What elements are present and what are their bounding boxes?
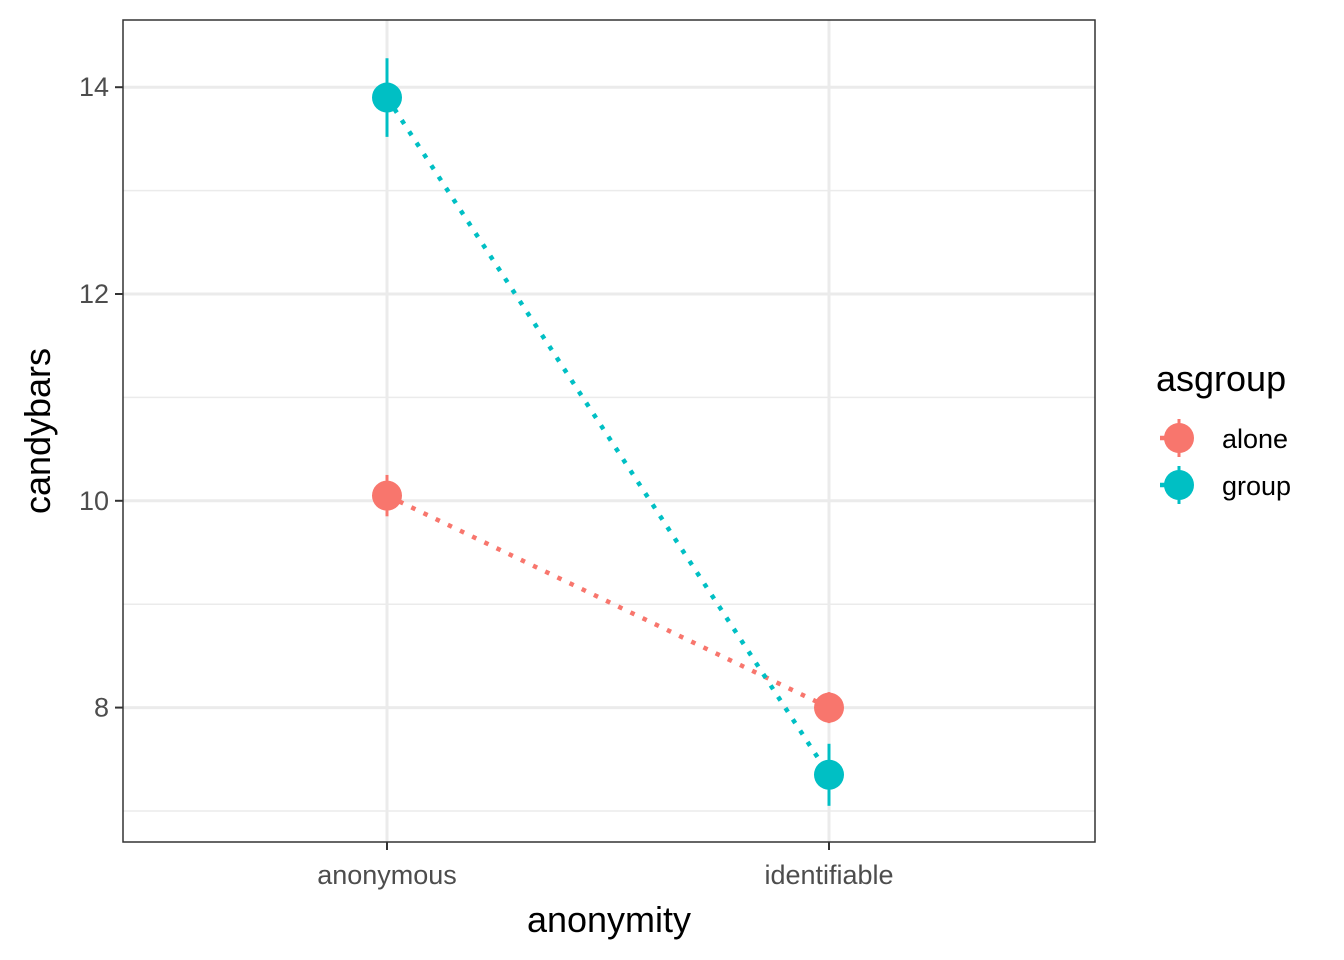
minor-gridlines <box>123 189 1095 812</box>
data-point-alone <box>372 480 402 511</box>
legend: asgroup alone group <box>1156 358 1291 504</box>
x-tick-label: anonymous <box>317 860 457 890</box>
y-tick-label: 10 <box>79 486 109 516</box>
data-point-alone <box>814 692 844 723</box>
series-line-alone <box>386 493 830 710</box>
plot-panel-background <box>123 20 1095 842</box>
y-tick-label: 12 <box>79 279 109 309</box>
y-tick-label: 14 <box>79 72 109 102</box>
data-point-group <box>814 759 844 790</box>
y-tick-label: 8 <box>94 693 109 723</box>
x-tick-label: identifiable <box>764 860 893 890</box>
legend-label-group: group <box>1222 471 1291 501</box>
plot-panel-border <box>122 19 1096 843</box>
y-axis-title: candybars <box>17 348 58 514</box>
x-axis-title: anonymity <box>527 899 691 940</box>
data-point-group <box>372 82 402 113</box>
legend-key-point-group <box>1164 470 1194 500</box>
data-points <box>372 82 844 790</box>
x-axis: anonymous identifiable <box>317 842 894 890</box>
legend-label-alone: alone <box>1222 424 1288 454</box>
legend-title: asgroup <box>1156 358 1286 399</box>
series-lines <box>385 96 831 777</box>
y-axis: 8 10 12 14 <box>79 72 123 723</box>
legend-key-point-alone <box>1164 423 1194 453</box>
